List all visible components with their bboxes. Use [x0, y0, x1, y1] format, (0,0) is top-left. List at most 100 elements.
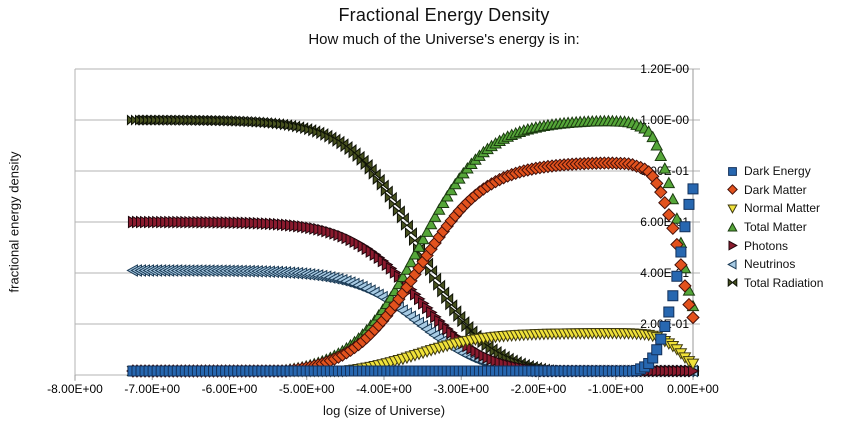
total-matter-marker — [432, 203, 446, 215]
total-matter-marker — [646, 130, 660, 143]
x-tick-label: -3.00E+00 — [433, 382, 489, 396]
x-axis-title: log (size of Universe) — [322, 403, 446, 418]
legend-label: Neutrinos — [744, 257, 796, 272]
total-radiation-marker — [384, 191, 397, 203]
legend-item-total-radiation: Total Radiation — [726, 274, 823, 293]
total-matter-marker — [654, 149, 668, 162]
x-tick-label: -8.00E+00 — [47, 382, 103, 396]
total-matter-marker — [436, 196, 450, 209]
chart-subtitle: How much of the Universe's energy is in: — [308, 31, 580, 48]
neutrinos-marker-icon — [727, 259, 737, 270]
legend: Dark Energy Dark Matter Normal Matter Total… — [726, 162, 823, 292]
dark-energy-marker — [655, 333, 667, 345]
total-matter-marker — [408, 247, 422, 260]
dark-matter-marker — [686, 310, 700, 325]
total-radiation-marker — [368, 168, 381, 180]
dark-energy-marker — [687, 183, 699, 195]
total-radiation-marker — [457, 316, 470, 328]
x-tick-label: -5.00E+00 — [279, 382, 335, 396]
total-radiation-marker — [433, 279, 446, 291]
dark-matter-marker — [678, 279, 692, 293]
legend-label: Dark Matter — [744, 182, 807, 197]
total-matter-marker — [658, 162, 672, 174]
total-radiation-marker — [429, 272, 442, 284]
axis-tick-labels: 1.20E-001.00E-008.00E-016.00E-014.00E-01… — [47, 62, 719, 396]
total-radiation-marker — [461, 320, 474, 333]
legend-item-neutrinos: Neutrinos — [726, 255, 823, 274]
normal-matter-marker — [686, 358, 700, 371]
total-matter-marker — [650, 138, 664, 151]
total-matter-marker — [400, 263, 414, 275]
total-radiation-marker — [404, 227, 417, 239]
legend-label: Total Radiation — [744, 275, 824, 290]
legend-item-dark-energy: Dark Energy — [726, 162, 823, 181]
total-radiation-marker — [449, 305, 462, 317]
total-matter-marker — [448, 177, 462, 190]
dark-matter-marker — [666, 221, 680, 236]
dark-matter-marker — [658, 195, 672, 210]
x-tick-label: -2.00E+00 — [511, 382, 567, 396]
total-radiation-marker — [445, 299, 458, 311]
total-matter-marker — [416, 232, 430, 245]
legend-label: Total Matter — [744, 220, 807, 235]
total-matter-marker — [420, 225, 434, 237]
total-matter-marker — [662, 176, 676, 189]
dark-energy-marker-icon — [728, 166, 737, 176]
dark-matter-marker — [682, 297, 696, 312]
photons-marker-icon — [728, 240, 738, 251]
total-radiation-marker — [465, 325, 478, 337]
dark-energy-marker — [663, 306, 675, 318]
dark-matter-marker — [654, 185, 668, 199]
dark-energy-marker — [659, 320, 671, 332]
total-radiation-marker — [400, 219, 413, 231]
total-radiation-marker — [453, 310, 466, 322]
total-matter-marker-icon — [727, 221, 738, 232]
total-radiation-marker — [388, 198, 401, 210]
normal-matter-marker-icon — [727, 204, 738, 214]
total-matter-marker — [396, 270, 410, 283]
x-tick-label: -4.00E+00 — [356, 382, 412, 396]
total-radiation-marker — [437, 286, 450, 298]
total-matter-marker — [424, 217, 438, 230]
legend-label: Normal Matter — [744, 201, 821, 216]
series-dark-energy-markers — [127, 183, 699, 377]
total-matter-marker — [444, 183, 458, 196]
total-radiation-marker — [441, 292, 454, 305]
total-radiation-marker — [360, 159, 373, 171]
total-radiation-marker-icon — [727, 278, 738, 288]
x-tick-label: -1.00E+00 — [588, 382, 644, 396]
total-matter-marker — [440, 189, 454, 202]
dark-energy-marker — [679, 221, 691, 233]
total-radiation-marker — [396, 212, 409, 224]
chart-title: Fractional Energy Density — [338, 5, 550, 25]
legend-item-total-matter: Total Matter — [726, 218, 823, 237]
x-tick-label: 0.00E+00 — [667, 382, 719, 396]
legend-item-dark-matter: Dark Matter — [726, 181, 823, 200]
legend-label: Dark Energy — [744, 164, 811, 179]
total-matter-marker — [670, 212, 684, 224]
legend-item-normal-matter: Normal Matter — [726, 199, 823, 218]
dark-matter-marker-icon — [727, 184, 738, 196]
total-radiation-marker — [364, 163, 377, 175]
dark-energy-marker — [667, 290, 679, 302]
total-matter-marker — [428, 210, 442, 222]
total-radiation-marker — [392, 205, 405, 217]
dark-matter-marker — [650, 176, 664, 191]
dark-energy-marker — [671, 270, 683, 282]
total-radiation-marker — [425, 265, 438, 277]
total-matter-marker — [412, 240, 426, 252]
x-tick-label: -6.00E+00 — [202, 382, 258, 396]
dark-energy-marker — [675, 246, 687, 258]
dark-matter-marker — [662, 208, 676, 222]
total-matter-marker — [404, 255, 418, 268]
dark-energy-marker — [683, 198, 695, 210]
legend-label: Photons — [744, 238, 789, 253]
x-tick-label: -7.00E+00 — [124, 382, 180, 396]
y-tick-label: 1.20E-00 — [640, 62, 689, 76]
total-radiation-marker — [376, 179, 389, 191]
total-radiation-marker — [356, 154, 369, 166]
total-radiation-marker — [380, 185, 393, 197]
legend-item-photons: Photons — [726, 236, 823, 255]
